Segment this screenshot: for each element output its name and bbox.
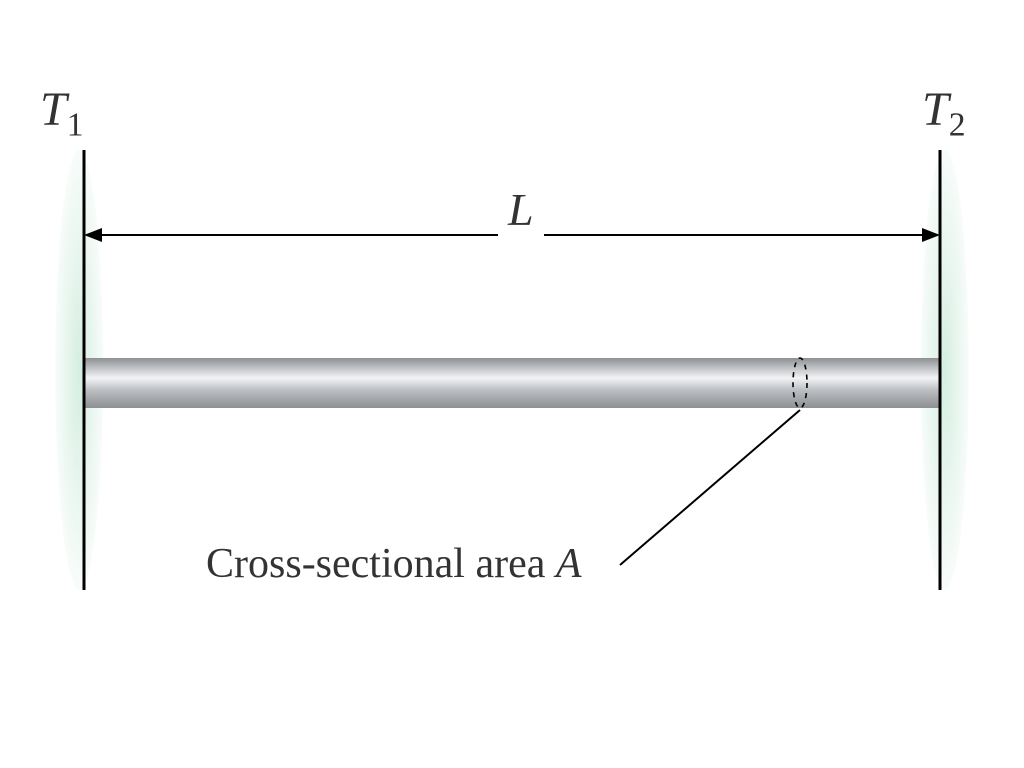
label-T1: T1: [40, 82, 84, 145]
label-T1-sub: 1: [67, 107, 84, 144]
rod-body: [84, 358, 940, 408]
label-T2-sub: 2: [949, 107, 966, 144]
callout-leader: [620, 410, 800, 565]
label-T1-main: T: [40, 83, 67, 136]
diagram-container: T1 T2 L Cross-sectional area A: [0, 0, 1024, 768]
caption-var: A: [556, 541, 582, 587]
label-L: L: [498, 183, 544, 236]
label-cross-section: Cross-sectional area A: [206, 540, 582, 588]
caption-prefix: Cross-sectional area: [206, 541, 556, 587]
diagram-svg: [0, 0, 1024, 768]
label-T2-main: T: [922, 83, 949, 136]
label-T2: T2: [922, 82, 966, 145]
